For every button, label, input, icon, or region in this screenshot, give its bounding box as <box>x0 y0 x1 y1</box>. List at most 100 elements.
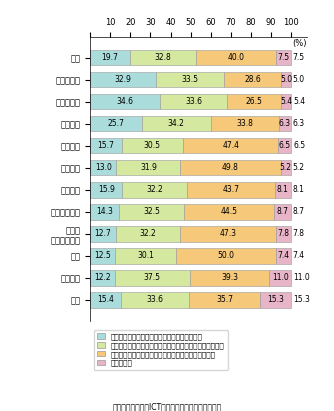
Bar <box>281 72 291 88</box>
Bar <box>156 72 224 88</box>
Bar <box>115 270 190 286</box>
Text: 25.7: 25.7 <box>108 119 125 128</box>
Text: 32.2: 32.2 <box>146 185 163 194</box>
Bar <box>90 182 122 198</box>
Bar <box>122 182 187 198</box>
Bar <box>274 204 291 219</box>
Bar <box>224 72 281 88</box>
Bar <box>90 204 119 219</box>
Text: 47.4: 47.4 <box>222 141 239 150</box>
Bar <box>281 94 291 109</box>
Bar <box>261 292 291 308</box>
Bar <box>90 94 160 109</box>
Bar <box>90 50 130 65</box>
Text: 15.7: 15.7 <box>98 141 115 150</box>
Text: 6.5: 6.5 <box>293 141 305 150</box>
Bar <box>276 50 291 65</box>
Bar <box>116 160 180 175</box>
Legend: パッケージソフトを利用し、カスタマイズなし, パッケージソフトを利用し、カスタマイズも積極的に実施, パッケージソフトを利用せず、オーダーメイドで構築, わから: パッケージソフトを利用し、カスタマイズなし, パッケージソフトを利用し、カスタマ… <box>94 330 228 370</box>
Bar <box>176 248 276 263</box>
Text: 44.5: 44.5 <box>220 207 237 216</box>
Bar <box>160 94 227 109</box>
Bar <box>196 50 276 65</box>
Text: 8.7: 8.7 <box>277 207 289 216</box>
Bar <box>180 226 276 242</box>
Bar <box>269 270 291 286</box>
Text: 28.6: 28.6 <box>244 75 261 84</box>
Text: 15.3: 15.3 <box>293 296 310 305</box>
Text: 33.6: 33.6 <box>146 296 163 305</box>
Text: 7.4: 7.4 <box>278 252 290 261</box>
Text: 40.0: 40.0 <box>227 53 244 62</box>
Text: 8.1: 8.1 <box>277 185 289 194</box>
Text: 7.8: 7.8 <box>293 229 305 238</box>
Bar <box>122 138 183 153</box>
Bar <box>180 160 281 175</box>
Bar <box>183 138 278 153</box>
Bar <box>276 226 291 242</box>
Text: (%): (%) <box>292 39 307 48</box>
Text: 6.3: 6.3 <box>279 119 291 128</box>
Text: 50.0: 50.0 <box>217 252 234 261</box>
Bar <box>90 270 115 286</box>
Text: 6.5: 6.5 <box>279 141 291 150</box>
Text: 34.2: 34.2 <box>168 119 185 128</box>
Text: 32.5: 32.5 <box>143 207 160 216</box>
Bar <box>130 50 196 65</box>
Text: （出典）「企業のICTネットワーク利用状況調査」: （出典）「企業のICTネットワーク利用状況調査」 <box>112 402 222 411</box>
Bar <box>90 116 142 132</box>
Text: 14.3: 14.3 <box>96 207 113 216</box>
Bar <box>227 94 281 109</box>
Bar <box>90 248 115 263</box>
Bar <box>211 116 279 132</box>
Text: 5.4: 5.4 <box>293 97 305 106</box>
Bar <box>115 248 176 263</box>
Text: 33.5: 33.5 <box>181 75 198 84</box>
Text: 8.7: 8.7 <box>293 207 305 216</box>
Text: 47.3: 47.3 <box>219 229 236 238</box>
Text: 15.3: 15.3 <box>268 296 284 305</box>
Text: 8.1: 8.1 <box>293 185 305 194</box>
Text: 5.4: 5.4 <box>280 97 292 106</box>
Text: 13.0: 13.0 <box>95 163 112 172</box>
Text: 34.6: 34.6 <box>117 97 134 106</box>
Text: 32.8: 32.8 <box>154 53 171 62</box>
Bar <box>121 292 189 308</box>
Bar <box>90 226 116 242</box>
Text: 7.4: 7.4 <box>293 252 305 261</box>
Text: 6.3: 6.3 <box>293 119 305 128</box>
Bar <box>189 292 261 308</box>
Bar <box>116 226 180 242</box>
Text: 12.5: 12.5 <box>95 252 111 261</box>
Text: 31.9: 31.9 <box>140 163 157 172</box>
Text: 37.5: 37.5 <box>144 273 161 282</box>
Text: 33.6: 33.6 <box>185 97 202 106</box>
Bar <box>190 270 269 286</box>
Text: 33.8: 33.8 <box>236 119 253 128</box>
Text: 49.8: 49.8 <box>222 163 239 172</box>
Text: 11.0: 11.0 <box>272 273 289 282</box>
Bar <box>187 182 275 198</box>
Text: 30.1: 30.1 <box>137 252 154 261</box>
Text: 7.5: 7.5 <box>293 53 305 62</box>
Bar <box>90 138 122 153</box>
Text: 39.3: 39.3 <box>221 273 238 282</box>
Bar <box>279 116 291 132</box>
Text: 5.0: 5.0 <box>293 75 305 84</box>
Text: 15.9: 15.9 <box>98 185 115 194</box>
Text: 43.7: 43.7 <box>222 185 239 194</box>
Text: 32.9: 32.9 <box>115 75 132 84</box>
Text: 5.2: 5.2 <box>293 163 305 172</box>
Text: 12.7: 12.7 <box>95 229 111 238</box>
Text: 7.8: 7.8 <box>277 229 289 238</box>
Bar <box>90 72 156 88</box>
Bar <box>142 116 211 132</box>
Bar <box>275 182 291 198</box>
Text: 15.4: 15.4 <box>97 296 114 305</box>
Bar <box>90 160 116 175</box>
Bar <box>119 204 184 219</box>
Text: 19.7: 19.7 <box>102 53 119 62</box>
Text: 11.0: 11.0 <box>293 273 310 282</box>
Bar <box>281 160 291 175</box>
Text: 7.5: 7.5 <box>278 53 290 62</box>
